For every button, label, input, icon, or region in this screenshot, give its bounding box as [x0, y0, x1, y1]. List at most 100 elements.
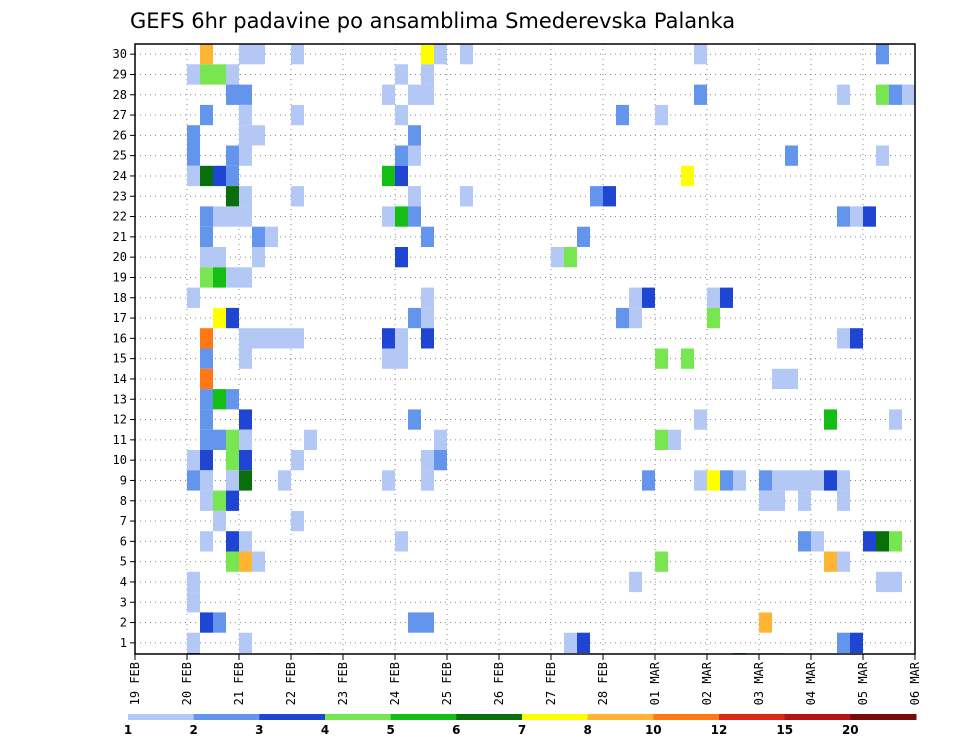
- precip-cell: [187, 64, 200, 85]
- precip-cell: [213, 490, 226, 511]
- precip-cell: [200, 267, 213, 288]
- y-tick-label: 2: [120, 616, 127, 630]
- legend-label: 7: [518, 723, 526, 737]
- precip-cell: [200, 226, 213, 247]
- y-tick-label: 25: [113, 149, 127, 163]
- precip-cell: [629, 307, 642, 329]
- x-tick-label: 24 FEB: [388, 662, 402, 705]
- precip-cell: [265, 226, 278, 247]
- y-tick-label: 17: [113, 311, 127, 325]
- precip-cell: [655, 429, 668, 450]
- precip-cell: [252, 247, 265, 268]
- precip-cell: [239, 531, 252, 552]
- precip-cell: [239, 145, 252, 166]
- x-tick-label: 06 MAR: [908, 661, 922, 705]
- y-tick-label: 30: [113, 47, 127, 61]
- precip-cell: [291, 450, 304, 471]
- y-tick-label: 14: [113, 372, 127, 386]
- precip-cell: [863, 531, 876, 552]
- precip-cell: [226, 165, 239, 187]
- precip-cell: [226, 84, 239, 105]
- precip-cell: [629, 287, 642, 308]
- y-tick-label: 4: [120, 575, 127, 589]
- legend-swatch: [850, 714, 917, 720]
- precip-cell: [239, 632, 252, 653]
- precip-cell: [239, 44, 252, 65]
- precip-cell: [291, 44, 304, 65]
- x-tick-label: 02 MAR: [700, 661, 714, 705]
- precip-cell: [694, 84, 707, 105]
- color-legend: 1 2 3 4 5 6 7 8 10 12 15 20: [124, 714, 917, 737]
- precip-cell: [239, 104, 252, 126]
- precip-cell: [226, 267, 239, 288]
- precip-cell: [811, 470, 824, 491]
- precip-cell: [200, 348, 213, 369]
- legend-label: 8: [584, 723, 592, 737]
- precip-cell: [200, 64, 213, 85]
- precip-cell: [239, 84, 252, 105]
- legend-swatch: [587, 714, 654, 720]
- y-tick-label: 1: [120, 636, 127, 650]
- precip-cell: [811, 531, 824, 552]
- legend-label: 6: [452, 723, 460, 737]
- precip-cell: [421, 307, 434, 329]
- precip-cell: [200, 470, 213, 491]
- precip-cell: [707, 307, 720, 329]
- precip-cell: [226, 450, 239, 471]
- y-tick-label: 28: [113, 88, 127, 102]
- y-tick-label: 16: [113, 331, 127, 345]
- precip-cell: [226, 307, 239, 329]
- precip-cell: [603, 186, 616, 207]
- precip-cell: [239, 409, 252, 430]
- precip-cell: [226, 551, 239, 572]
- precip-cell: [837, 490, 850, 511]
- precip-cell: [304, 429, 317, 450]
- precip-cell: [187, 470, 200, 491]
- precip-cell: [759, 490, 772, 511]
- precip-cell: [889, 531, 902, 552]
- legend-label: 15: [776, 723, 793, 737]
- precip-cell: [252, 125, 265, 146]
- precip-cell: [824, 409, 837, 430]
- precip-cell: [252, 328, 265, 349]
- precip-cell: [395, 531, 408, 552]
- precip-cell: [655, 348, 668, 369]
- precip-cell: [187, 287, 200, 308]
- precip-cell: [200, 165, 213, 187]
- x-tick-label: 21 FEB: [232, 662, 246, 705]
- precip-cell: [616, 307, 629, 329]
- precip-cell: [681, 348, 694, 369]
- precip-cell: [694, 470, 707, 491]
- legend-label: 20: [842, 723, 859, 737]
- precip-cell: [213, 429, 226, 450]
- y-tick-label: 22: [113, 210, 127, 224]
- y-tick-label: 12: [113, 413, 127, 427]
- x-tick-label: 28 FEB: [596, 662, 610, 705]
- precip-cell: [876, 571, 889, 593]
- precip-cell: [239, 470, 252, 491]
- precip-cell: [863, 206, 876, 227]
- precip-cell: [291, 186, 304, 207]
- precip-cell: [239, 267, 252, 288]
- precip-cell: [889, 84, 902, 105]
- y-tick-label: 27: [113, 108, 127, 122]
- precip-cell: [421, 84, 434, 105]
- y-tick-label: 5: [120, 555, 127, 569]
- precip-cell: [265, 328, 278, 349]
- precip-cell: [226, 206, 239, 227]
- precip-cell: [239, 348, 252, 369]
- precip-cell: [759, 612, 772, 633]
- precip-cell: [200, 612, 213, 633]
- precip-cell: [408, 186, 421, 207]
- legend-swatch: [653, 714, 720, 720]
- chart-title: GEFS 6hr padavine po ansamblima Smederev…: [130, 9, 735, 33]
- precip-cell: [434, 44, 447, 65]
- y-tick-label: 19: [113, 270, 127, 284]
- precip-cell: [577, 226, 590, 247]
- precip-cell: [720, 287, 733, 308]
- precip-cell: [239, 328, 252, 349]
- precip-cell: [733, 470, 746, 491]
- precip-cell: [642, 470, 655, 491]
- legend-swatch: [719, 714, 786, 720]
- precip-cell: [200, 531, 213, 552]
